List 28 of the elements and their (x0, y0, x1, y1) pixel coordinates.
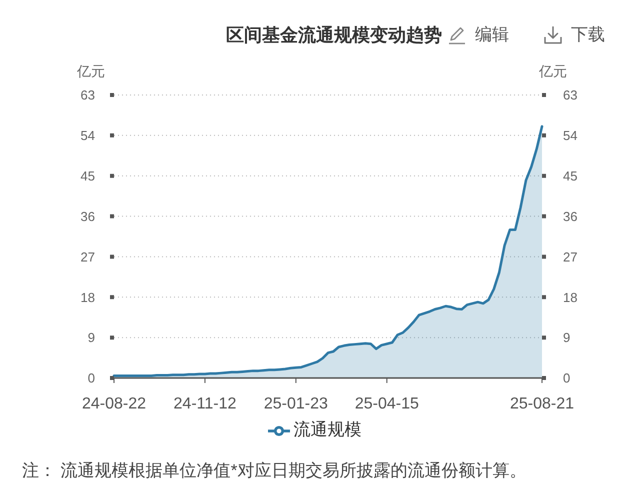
y-tick-label: 27 (80, 249, 95, 264)
x-tick-label: 25-08-21 (510, 395, 574, 412)
y-tick-label: 9 (88, 330, 95, 346)
y-tick-label: 0 (88, 370, 95, 386)
y-tick-label: 18 (80, 290, 95, 305)
x-tick-label: 25-04-15 (354, 395, 419, 412)
y2-tick-label: 9 (563, 330, 570, 346)
y-tick-label: 45 (80, 168, 95, 184)
y-axis-title: 亿元 (77, 62, 105, 80)
y2-tick-label: 63 (563, 88, 578, 103)
text: 下载 (571, 24, 605, 46)
y-tick-label: 36 (80, 208, 95, 224)
y-tick-label: 63 (80, 88, 95, 103)
chart-title: 区间基金流通规模变动趋势 (226, 24, 442, 47)
y2-axis-title: 亿元 (539, 62, 567, 80)
x-tick-label: 24-11-12 (174, 395, 236, 412)
x-tick-label: 24-08-22 (82, 395, 146, 412)
y2-tick-label: 45 (563, 168, 578, 184)
y2-tick-label: 0 (563, 370, 570, 386)
text: 注： 流通规模根据单位净值*对应日期交易所披露的流通份额计算。 (22, 460, 526, 482)
y2-tick-label: 36 (563, 208, 578, 224)
x-tick-label: 25-01-23 (264, 395, 328, 412)
y-tick-label: 54 (80, 128, 95, 144)
y2-tick-label: 54 (563, 128, 578, 144)
y2-tick-label: 18 (563, 290, 578, 305)
text: 编辑 (475, 24, 509, 46)
y2-tick-label: 27 (563, 249, 578, 264)
legend-label: 流通规模 (294, 420, 362, 439)
